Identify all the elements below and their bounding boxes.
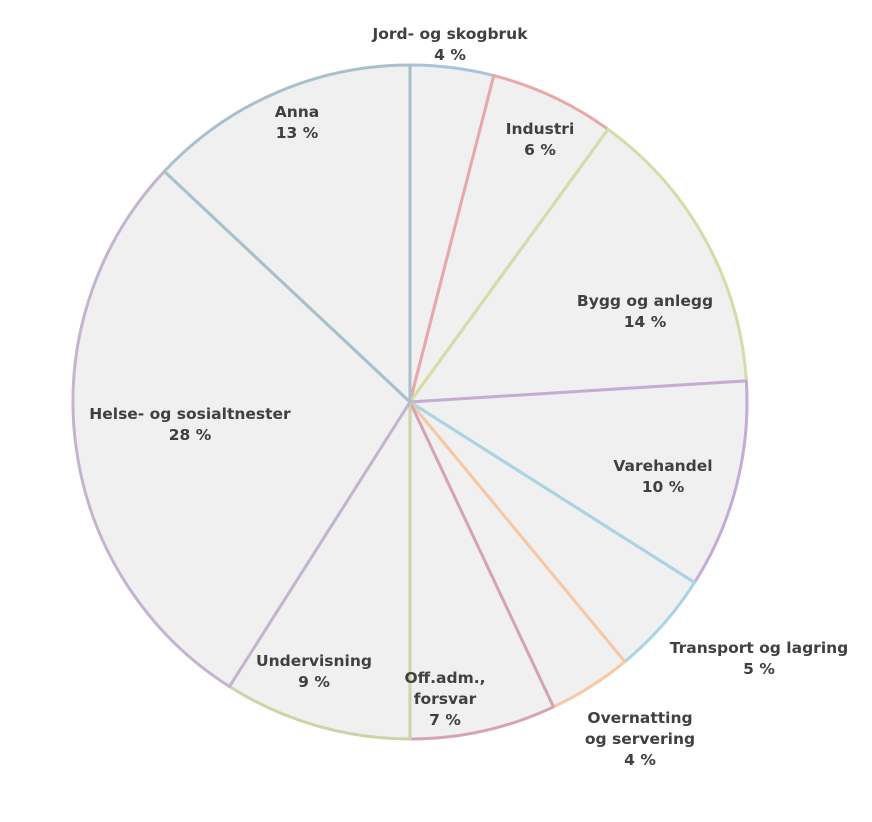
- slice-value-label: 7 %: [429, 711, 461, 729]
- slice-value-label: 10 %: [642, 478, 685, 496]
- slice-label: Industri 6 %: [506, 120, 575, 159]
- slice-label-line: Helse- og sosialtnester: [89, 405, 291, 423]
- slice-label: Off.adm., forsvar 7 %: [404, 669, 485, 729]
- slice-value-label: 14 %: [624, 313, 667, 331]
- pie-slice: [162, 63, 412, 404]
- pie-slice: [408, 127, 748, 404]
- slice-value-label: 13 %: [276, 124, 319, 142]
- slice-label: Varehandel 10 %: [613, 457, 712, 496]
- pie-slice: [408, 74, 610, 404]
- pie-labels: Jord- og skogbruk 4 % Industri 6 % Bygg og a…: [89, 25, 848, 769]
- slice-label-line: Off.adm.,: [404, 669, 485, 687]
- pie-slice: [408, 379, 749, 585]
- slice-label-line: Transport og lagring: [670, 639, 849, 657]
- slice-label-line: Jord- og skogbruk: [371, 25, 528, 43]
- pie-slice: [71, 169, 412, 689]
- slice-value-label: 28 %: [169, 426, 212, 444]
- slice-label: Overnatting og servering 4 %: [585, 709, 695, 769]
- pie-slice: [227, 400, 412, 741]
- slice-value-label: 4 %: [624, 751, 656, 769]
- slice-label-line: og servering: [585, 730, 695, 748]
- slice-label-line: Varehandel: [613, 457, 712, 475]
- slice-label-line: Anna: [275, 103, 320, 121]
- slice-label: Transport og lagring 5 %: [670, 639, 849, 678]
- slice-label: Undervisning 9 %: [256, 652, 372, 691]
- slice-label-line: Overnatting: [587, 709, 692, 727]
- slice-label: Anna 13 %: [275, 103, 320, 142]
- slice-value-label: 5 %: [743, 660, 775, 678]
- slice-label-line: Bygg og anlegg: [577, 292, 713, 310]
- slice-value-label: 9 %: [298, 673, 330, 691]
- slice-label-line: Industri: [506, 120, 575, 138]
- slice-label-line: Undervisning: [256, 652, 372, 670]
- slice-label: Helse- og sosialtnester 28 %: [89, 405, 291, 444]
- slice-label: Bygg og anlegg 14 %: [577, 292, 713, 331]
- slice-label-line: forsvar: [414, 690, 477, 708]
- pie-slice: [408, 400, 555, 741]
- slice-value-label: 4 %: [434, 46, 466, 64]
- slice-value-label: 6 %: [524, 141, 556, 159]
- slice-label: Jord- og skogbruk 4 %: [371, 25, 528, 64]
- pie-slices: [71, 63, 749, 741]
